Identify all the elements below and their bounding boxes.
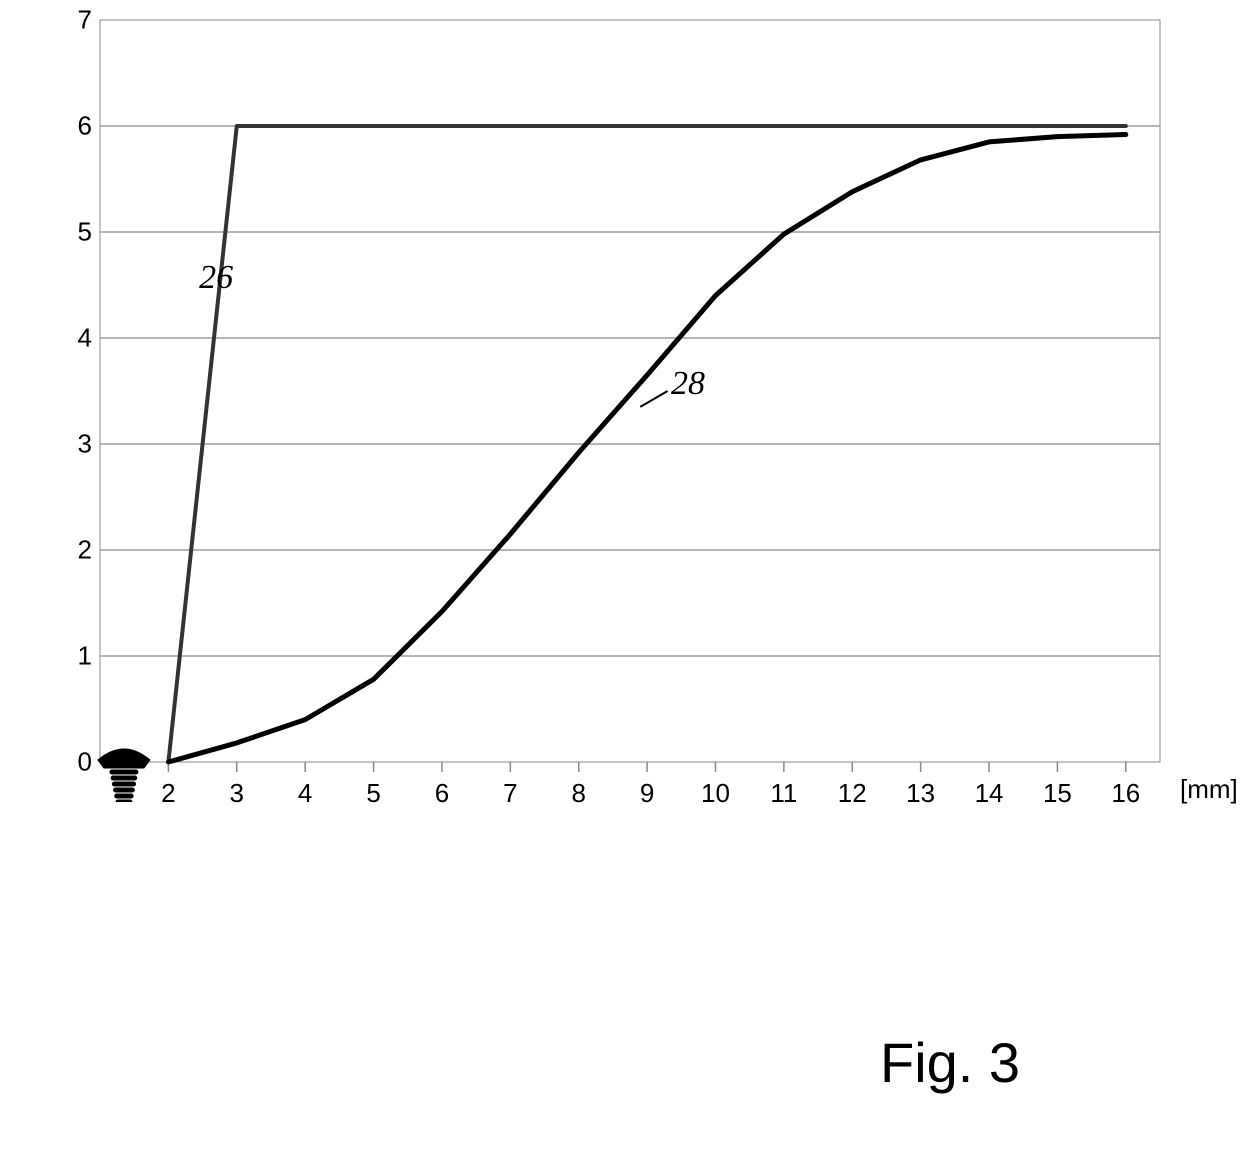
y-tick-label: 0	[62, 747, 92, 778]
origin-marker-icon	[98, 749, 150, 802]
x-tick-label: 5	[354, 778, 394, 809]
y-tick-label: 6	[62, 111, 92, 142]
page: 0123456723456789101112131415162628 [mm] …	[0, 0, 1240, 1158]
x-tick-label: 14	[969, 778, 1009, 809]
y-tick-label: 7	[62, 5, 92, 36]
x-axis-unit-label: [mm]	[1180, 774, 1238, 805]
y-tick-label: 1	[62, 641, 92, 672]
x-tick-label: 3	[217, 778, 257, 809]
y-tick-label: 3	[62, 429, 92, 460]
x-tick-label: 16	[1106, 778, 1146, 809]
x-tick-label: 15	[1037, 778, 1077, 809]
x-tick-label: 4	[285, 778, 325, 809]
x-tick-label: 8	[559, 778, 599, 809]
x-tick-label: 9	[627, 778, 667, 809]
chart-container: 0123456723456789101112131415162628	[40, 10, 1170, 807]
y-tick-label: 2	[62, 535, 92, 566]
y-tick-label: 4	[62, 323, 92, 354]
x-tick-label: 13	[901, 778, 941, 809]
x-tick-label: 11	[764, 778, 804, 809]
x-tick-label: 12	[832, 778, 872, 809]
series-annotation: 26	[199, 259, 233, 297]
x-tick-label: 6	[422, 778, 462, 809]
series-annotation: 28	[671, 365, 705, 403]
figure-caption: Fig. 3	[880, 1030, 1020, 1095]
x-tick-label: 7	[490, 778, 530, 809]
x-tick-label: 2	[148, 778, 188, 809]
chart-svg	[40, 10, 1170, 802]
x-tick-label: 10	[695, 778, 735, 809]
y-tick-label: 5	[62, 217, 92, 248]
